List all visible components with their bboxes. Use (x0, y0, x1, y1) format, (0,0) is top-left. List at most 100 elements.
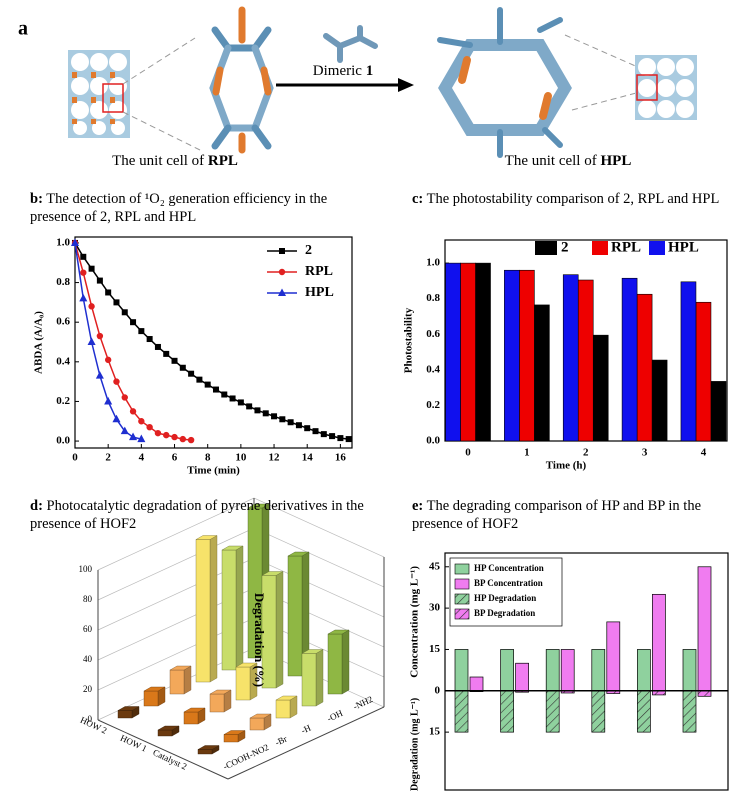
bar (560, 649, 575, 692)
bar (652, 593, 666, 692)
marker (146, 336, 153, 343)
z-tick-label: 0 (88, 714, 93, 724)
marker (329, 433, 336, 440)
bar (562, 274, 579, 442)
marker (188, 370, 195, 377)
y-axis-label: Photostability (403, 307, 415, 373)
bar (519, 269, 535, 442)
marker (80, 269, 87, 276)
bar (500, 649, 514, 692)
bar-top (221, 545, 244, 551)
bar-top (223, 730, 246, 735)
bar-top (249, 713, 272, 719)
legend-label: BP Degradation (474, 608, 535, 618)
rpl-molecule (209, 6, 274, 154)
plot-frame (444, 552, 729, 791)
legend-label: HP Concentration (474, 563, 544, 573)
bar-3d (157, 725, 180, 737)
marker (130, 319, 137, 326)
marker (254, 407, 261, 414)
zoom-line (122, 111, 201, 151)
bar (651, 359, 668, 442)
legend-swatch (535, 241, 557, 255)
marker (104, 356, 112, 364)
marker (113, 299, 120, 306)
bar-top (183, 707, 206, 713)
x-tick-label: 4 (701, 447, 707, 459)
x-tick-label: 8 (205, 452, 211, 464)
marker (337, 435, 344, 442)
title-text: Photocatalytic degradation of pyrene der… (30, 498, 364, 532)
marker (163, 350, 170, 357)
marker (271, 413, 278, 420)
bar (682, 690, 697, 733)
bar-top (143, 686, 166, 692)
bar-3d (143, 686, 166, 707)
y-tick-label: 0 (435, 684, 441, 696)
y-tick-label: 0.8 (426, 292, 440, 304)
marker (113, 378, 120, 385)
bar (460, 262, 476, 442)
zoom-line (122, 37, 196, 85)
bar-front (275, 699, 291, 719)
x-tick-label: 12 (269, 452, 281, 464)
marker (70, 238, 80, 246)
bar-3d (221, 545, 244, 671)
bar (500, 690, 514, 733)
marker (95, 371, 104, 379)
marker (295, 422, 302, 429)
y-tick-label: 15 (429, 643, 441, 655)
rpl-caption: The unit cell of RPL (112, 153, 238, 169)
bar-3d (117, 706, 140, 719)
bar-side (341, 629, 350, 695)
marker (138, 418, 145, 425)
y-tick-label: 0.2 (56, 395, 70, 407)
panel-label: d: (30, 498, 43, 514)
y2-axis-label: Degradation (mg L⁻¹) (409, 698, 420, 791)
z-tick-label: 60 (83, 624, 93, 634)
panel-title: e: The degrading comparison of HP and BP… (412, 497, 742, 533)
marker (88, 265, 95, 272)
legend-swatch (454, 593, 470, 605)
bar (680, 281, 697, 442)
zoom-line (564, 34, 641, 69)
marker (88, 303, 95, 310)
bar (545, 690, 560, 733)
caption-text: The unit cell of (112, 153, 208, 169)
y-tick-label: 0.0 (56, 435, 70, 447)
title-text: The detection of ¹O₂ generation efficien… (30, 191, 328, 225)
legend-swatch (649, 241, 665, 255)
bar (682, 649, 697, 692)
marker (212, 386, 219, 393)
row-label: Catalyst 2 (151, 747, 188, 771)
panel-label: b: (30, 191, 43, 207)
legend-swatch (592, 241, 608, 255)
bar (445, 262, 461, 442)
bar (515, 662, 529, 692)
marker (121, 394, 128, 401)
bar-front (223, 734, 239, 743)
z-tick-label: 20 (83, 684, 93, 694)
bar-front (327, 633, 343, 695)
legend-label: 2 (305, 243, 312, 258)
bar-top (301, 649, 324, 654)
marker (163, 431, 170, 439)
bar-top (287, 551, 310, 557)
z-tick-label: 80 (83, 594, 93, 604)
caption-text: The unit cell of (505, 153, 601, 169)
bar (695, 301, 712, 442)
marker (179, 435, 187, 443)
marker (179, 364, 186, 371)
x-axis-label: Time (min) (187, 465, 240, 477)
marker (345, 436, 352, 443)
zoom-line (571, 91, 641, 111)
bar-3d (183, 707, 206, 725)
legend-swatch (454, 563, 470, 575)
bar-top (117, 706, 140, 711)
marker (129, 408, 137, 415)
bar (606, 621, 621, 692)
marker (87, 337, 96, 346)
arrow-name: 1 (366, 63, 374, 79)
